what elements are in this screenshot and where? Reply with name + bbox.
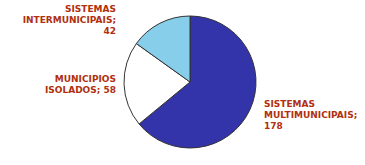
slice-label-line: 42	[103, 26, 116, 36]
slices	[124, 16, 256, 148]
slice-label: MUNICIPIOSISOLADOS; 58	[45, 74, 116, 95]
labels: SISTEMASMULTIMUNICIPAIS;178MUNICIPIOSISO…	[23, 4, 358, 131]
slice-label: SISTEMASINTERMUNICIPAIS;42	[23, 4, 116, 36]
slice-label-line: MULTIMUNICIPAIS;	[264, 110, 357, 120]
pie-slice	[136, 16, 190, 82]
slice-label-line: SISTEMAS	[264, 99, 315, 109]
slice-label-line: 178	[264, 121, 283, 131]
slice-label-line: ISOLADOS; 58	[45, 85, 116, 95]
slice-label-line: INTERMUNICIPAIS;	[23, 15, 116, 25]
slice-label-line: MUNICIPIOS	[55, 74, 116, 84]
chart: SISTEMASMULTIMUNICIPAIS;178MUNICIPIOSISO…	[0, 0, 365, 165]
slice-label-line: SISTEMAS	[65, 4, 116, 14]
slice-label: SISTEMASMULTIMUNICIPAIS;178	[264, 99, 357, 131]
